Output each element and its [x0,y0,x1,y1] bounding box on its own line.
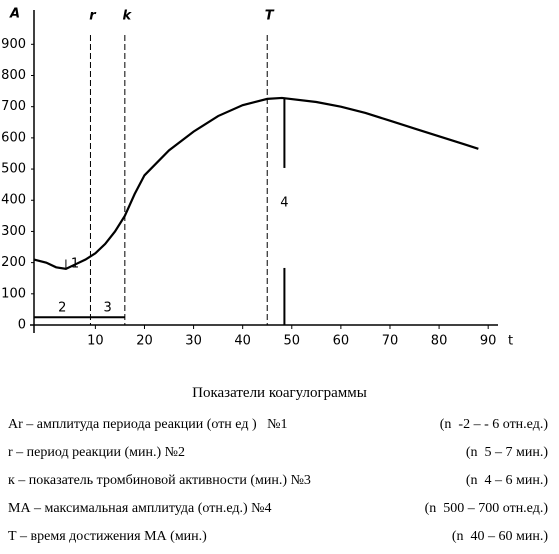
small-amplitude-label: 1 [71,257,79,272]
marker-label: r [89,9,97,24]
indicator: r – период реакции (мин.) №2 [8,445,185,460]
table-row: r – период реакции (мин.) №2 (n 5 – 7 мин… [8,445,548,461]
indicator: к – показатель тромбиновой активности (м… [8,473,311,488]
y-axis-label: A [9,7,20,22]
y-tick-label: 700 [1,99,26,114]
table-row: МА – максимальная амплитуда (отн.ед.) №4… [8,501,548,517]
label-bg [278,168,290,268]
x-tick-label: 90 [480,334,497,349]
segment-label: 2 [58,301,66,316]
norm: (n 500 – 700 отн.ед.) [425,501,548,517]
y-tick-label: 0 [18,318,26,333]
norm: (n 40 – 60 мин.) [452,529,548,545]
table-title: Показатели коагулограммы [0,385,559,402]
x-tick-label: 10 [87,334,104,349]
x-tick-label: 20 [136,334,153,349]
table-row: Ar – амплитуда периода реакции (отн ед )… [8,417,548,433]
indicator: МА – максимальная амплитуда (отн.ед.) №4 [8,501,272,516]
x-tick-label: 60 [333,334,350,349]
table-row: Т – время достижения МА (мин.) (n 40 – 60… [8,529,548,545]
y-tick-label: 800 [1,68,26,83]
y-tick-label: 100 [1,286,26,301]
marker-label: k [123,9,133,24]
x-tick-label: 70 [382,334,399,349]
x-tick-label: 50 [284,334,301,349]
segment-label: 3 [104,301,112,316]
y-tick-label: 400 [1,193,26,208]
norm: (n 4 – 6 мин.) [466,473,548,489]
curve [34,98,478,269]
x-tick-label: 80 [431,334,448,349]
y-tick-label: 500 [1,162,26,177]
x-axis-label: t [508,334,513,349]
indicator: Ar – амплитуда периода реакции (отн ед )… [8,417,287,432]
chart: At 0 100 200 300 400 500 600 700 800 900 10 20 30 40 50… [0,0,559,370]
y-tick-label: 900 [1,37,26,52]
y-tick-label: 300 [1,224,26,239]
table-row: к – показатель тромбиновой активности (м… [8,473,548,489]
y-tick-label: 600 [1,130,26,145]
amplitude-label: 4 [280,195,288,210]
x-tick-label: 30 [185,334,202,349]
norm: (n -2 – - 6 отн.ед.) [440,417,548,433]
indicator: Т – время достижения МА (мин.) [8,529,207,544]
marker-label: T [265,9,275,24]
y-tick-label: 200 [1,255,26,270]
norm: (n 5 – 7 мин.) [466,445,548,461]
x-tick-label: 40 [234,334,251,349]
page: At 0 100 200 300 400 500 600 700 800 900 10 20 30 40 50… [0,0,559,554]
